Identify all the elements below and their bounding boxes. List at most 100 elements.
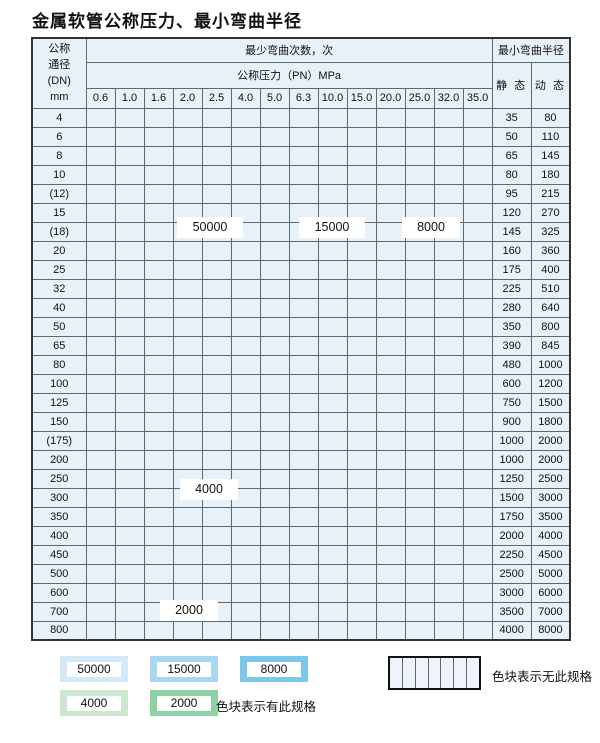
spec-cell-9-6 [259, 278, 290, 299]
spec-cell-26-1 [114, 601, 145, 622]
dn-value: 600 [31, 582, 87, 603]
spec-cell-10-11 [404, 297, 435, 318]
radius-dynamic-value: 145 [530, 145, 571, 166]
spec-cell-4-2 [143, 183, 174, 204]
spec-cell-22-5 [230, 525, 261, 546]
spec-cell-25-1 [114, 582, 145, 603]
spec-cell-10-10 [375, 297, 406, 318]
radius-dynamic-value: 2000 [530, 449, 571, 470]
overlay-label-4000: 4000 [180, 479, 238, 500]
spec-cell-15-6 [259, 392, 290, 413]
spec-cell-12-2 [143, 335, 174, 356]
pressure-tick-6: 5.0 [259, 87, 290, 109]
spec-cell-12-4 [201, 335, 232, 356]
spec-cell-26-6 [259, 601, 290, 622]
spec-cell-7-1 [114, 240, 145, 261]
radius-dynamic-value: 1800 [530, 411, 571, 432]
table-row: 250 1250 2500 [31, 468, 571, 489]
spec-cell-14-2 [143, 373, 174, 394]
dn-line-3: (DN) [47, 75, 71, 88]
spec-cell-20-1 [114, 487, 145, 508]
pressure-tick-3: 2.0 [172, 87, 203, 109]
spec-cell-17-2 [143, 430, 174, 451]
spec-cell-23-0 [85, 544, 116, 565]
spec-cell-24-8 [317, 563, 348, 584]
spec-cell-9-8 [317, 278, 348, 299]
spec-cell-0-1 [114, 107, 145, 128]
spec-cell-20-11 [404, 487, 435, 508]
spec-cell-21-6 [259, 506, 290, 527]
dn-value: 500 [31, 563, 87, 584]
spec-cell-19-11 [404, 468, 435, 489]
spec-cell-1-10 [375, 126, 406, 147]
spec-cell-7-5 [230, 240, 261, 261]
spec-cell-13-13 [462, 354, 493, 375]
table-row: 200 1000 2000 [31, 449, 571, 470]
radius-static-value: 900 [491, 411, 532, 432]
spec-cell-27-6 [259, 620, 290, 641]
radius-dynamic-value: 2500 [530, 468, 571, 489]
spec-cell-7-12 [433, 240, 464, 261]
dn-line-4: mm [50, 91, 69, 104]
table-row: 65 390 845 [31, 335, 571, 356]
spec-cell-13-7 [288, 354, 319, 375]
spec-cell-24-3 [172, 563, 203, 584]
spec-cell-3-1 [114, 164, 145, 185]
spec-cell-8-2 [143, 259, 174, 280]
radius-dynamic-value: 110 [530, 126, 571, 147]
spec-cell-17-8 [317, 430, 348, 451]
dn-value: 32 [31, 278, 87, 299]
legend-chip-50000: 50000 [60, 656, 128, 682]
radius-static-value: 2250 [491, 544, 532, 565]
spec-cell-27-12 [433, 620, 464, 641]
spec-cell-24-6 [259, 563, 290, 584]
spec-cell-23-7 [288, 544, 319, 565]
spec-cell-21-11 [404, 506, 435, 527]
spec-cell-18-5 [230, 449, 261, 470]
spec-cell-9-11 [404, 278, 435, 299]
radius-dynamic-value: 4000 [530, 525, 571, 546]
radius-static-value: 35 [491, 107, 532, 128]
spec-cell-1-5 [230, 126, 261, 147]
spec-cell-25-7 [288, 582, 319, 603]
pressure-tick-7: 6.3 [288, 87, 319, 109]
spec-cell-17-12 [433, 430, 464, 451]
spec-cell-15-4 [201, 392, 232, 413]
radius-dynamic-value: 3000 [530, 487, 571, 508]
pressure-tick-10: 20.0 [375, 87, 406, 109]
dn-value: 40 [31, 297, 87, 318]
dn-line-1: 公称 [48, 43, 71, 56]
spec-cell-9-3 [172, 278, 203, 299]
table-row: 50 350 800 [31, 316, 571, 337]
spec-cell-25-9 [346, 582, 377, 603]
spec-cell-27-10 [375, 620, 406, 641]
pressure-tick-4: 2.5 [201, 87, 232, 109]
spec-cell-9-10 [375, 278, 406, 299]
spec-cell-11-12 [433, 316, 464, 337]
spec-cell-10-3 [172, 297, 203, 318]
pressure-tick-1: 1.0 [114, 87, 145, 109]
table-row: 25 175 400 [31, 259, 571, 280]
spec-cell-16-12 [433, 411, 464, 432]
spec-cell-13-5 [230, 354, 261, 375]
spec-cell-4-8 [317, 183, 348, 204]
spec-cell-20-2 [143, 487, 174, 508]
dn-value: 8 [31, 145, 87, 166]
dn-value: (18) [31, 221, 87, 242]
spec-cell-15-0 [85, 392, 116, 413]
dn-value: 20 [31, 240, 87, 261]
spec-cell-25-11 [404, 582, 435, 603]
spec-cell-21-13 [462, 506, 493, 527]
spec-cell-8-4 [201, 259, 232, 280]
spec-cell-4-9 [346, 183, 377, 204]
spec-cell-9-7 [288, 278, 319, 299]
radius-static-value: 2000 [491, 525, 532, 546]
spec-cell-2-1 [114, 145, 145, 166]
spec-cell-21-12 [433, 506, 464, 527]
spec-cell-11-6 [259, 316, 290, 337]
spec-cell-18-8 [317, 449, 348, 470]
table-row: 125 750 1500 [31, 392, 571, 413]
spec-cell-10-0 [85, 297, 116, 318]
spec-cell-13-9 [346, 354, 377, 375]
spec-cell-22-6 [259, 525, 290, 546]
